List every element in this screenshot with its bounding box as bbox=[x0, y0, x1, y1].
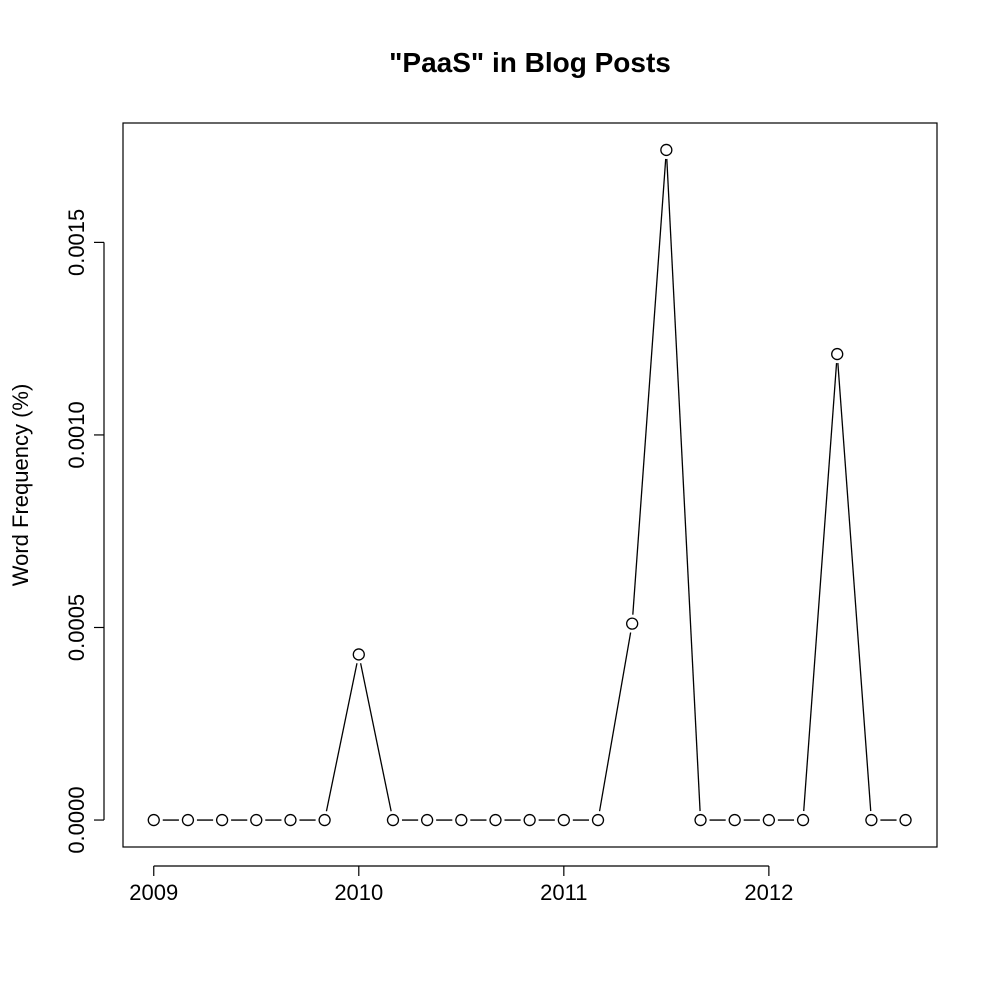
data-point bbox=[455, 813, 468, 827]
y-tick-label: 0.0000 bbox=[64, 786, 89, 853]
data-point bbox=[557, 813, 570, 827]
series-segment bbox=[598, 632, 632, 812]
series-segment bbox=[359, 663, 392, 812]
data-point bbox=[591, 813, 605, 827]
data-point bbox=[489, 813, 502, 827]
series-line bbox=[162, 158, 897, 821]
y-axis: 0.0000 0.0005 0.0010 0.0015 bbox=[64, 209, 105, 854]
x-axis: 2009 2010 2011 2012 bbox=[129, 865, 793, 905]
data-point bbox=[284, 813, 297, 827]
data-point bbox=[352, 648, 365, 661]
data-point bbox=[250, 813, 263, 827]
y-axis-label: Word Frequency (%) bbox=[8, 384, 33, 587]
data-point bbox=[523, 813, 536, 827]
data-point bbox=[762, 813, 776, 827]
data-point bbox=[728, 813, 741, 827]
data-point bbox=[865, 813, 878, 827]
series-segment bbox=[632, 158, 667, 615]
x-tick-label: 2010 bbox=[334, 880, 383, 905]
y-tick-label: 0.0005 bbox=[64, 594, 89, 661]
data-point bbox=[796, 813, 810, 827]
data-point bbox=[694, 813, 707, 827]
series-segment bbox=[803, 362, 838, 812]
data-point bbox=[215, 813, 229, 827]
y-tick-label: 0.0015 bbox=[64, 209, 89, 276]
x-tick-label: 2011 bbox=[540, 880, 587, 905]
data-point bbox=[660, 143, 673, 157]
plot-frame bbox=[122, 122, 938, 848]
x-tick-label: 2012 bbox=[744, 880, 793, 905]
y-tick-label: 0.0010 bbox=[64, 401, 89, 468]
series-segment bbox=[837, 362, 872, 812]
data-point bbox=[386, 813, 400, 827]
data-point bbox=[626, 617, 639, 630]
data-point bbox=[899, 813, 912, 827]
data-point bbox=[318, 813, 331, 827]
series-segment bbox=[325, 663, 358, 812]
x-tick-label: 2009 bbox=[129, 880, 178, 905]
series-points bbox=[147, 143, 912, 827]
data-point bbox=[420, 813, 434, 827]
chart-title: "PaaS" in Blog Posts bbox=[389, 47, 671, 78]
data-point bbox=[181, 813, 195, 827]
series-segment bbox=[666, 158, 701, 812]
data-point bbox=[831, 347, 844, 361]
data-point bbox=[147, 813, 160, 827]
